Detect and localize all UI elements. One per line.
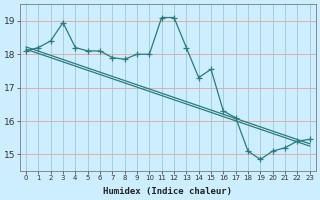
X-axis label: Humidex (Indice chaleur): Humidex (Indice chaleur)	[103, 187, 232, 196]
